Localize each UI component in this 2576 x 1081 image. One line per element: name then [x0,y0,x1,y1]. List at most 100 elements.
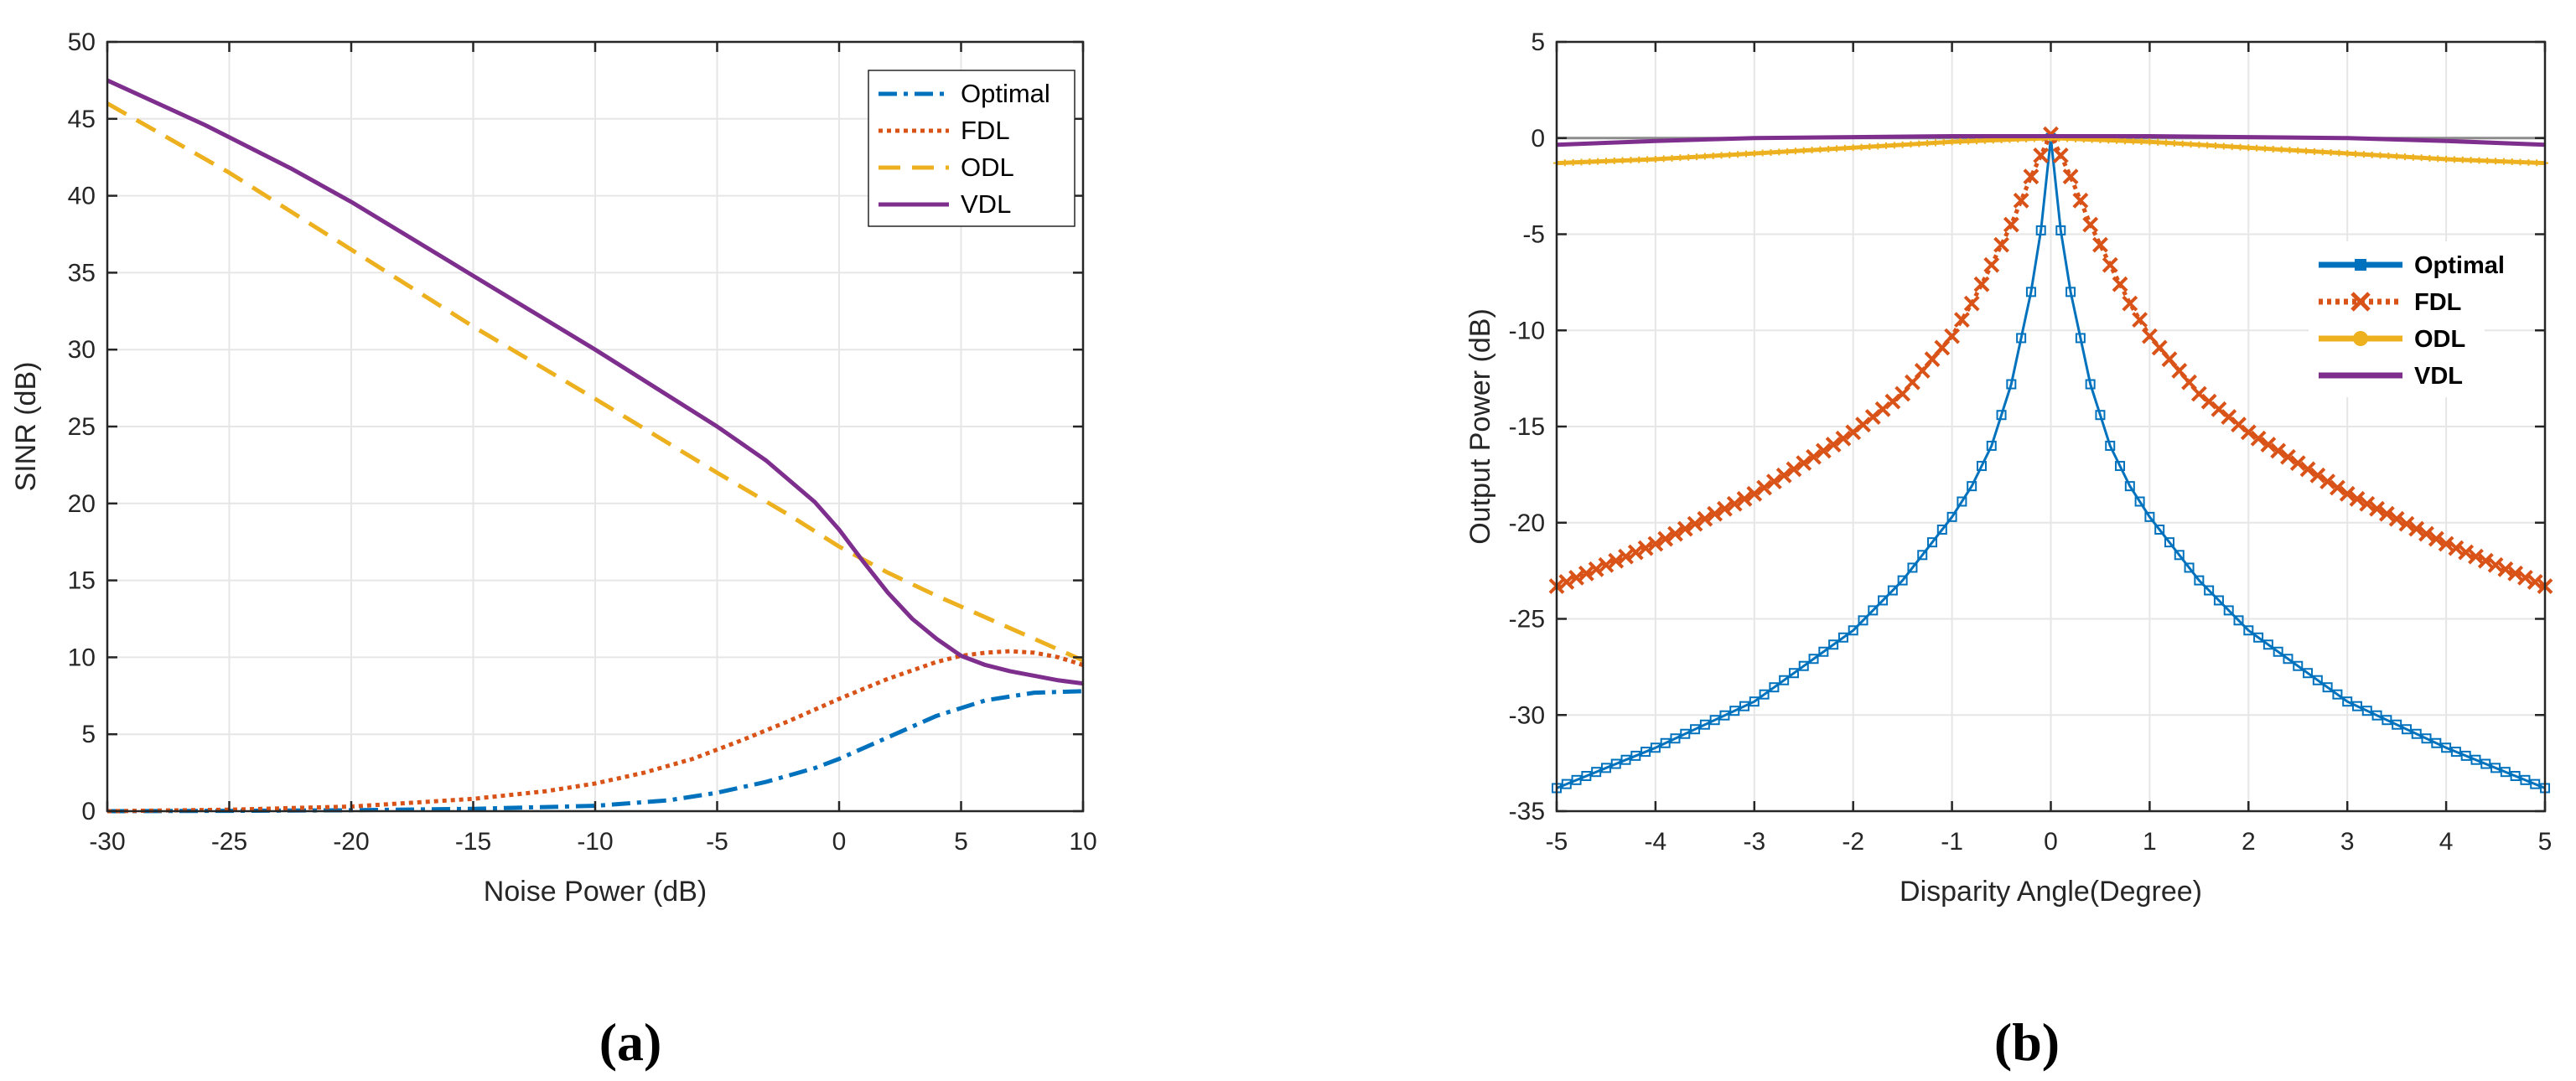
marker-x [1806,448,1822,465]
marker-x [2428,530,2444,547]
marker-square [2213,595,2224,606]
marker-x [2033,147,2050,163]
marker-square [1759,689,1770,700]
marker-x [2112,276,2128,292]
marker-square [2303,668,2314,679]
marker-plus [1693,153,1701,161]
marker-plus [1651,155,1659,163]
marker-square [2450,747,2461,758]
marker-x [1608,552,1625,569]
marker-x [2013,192,2029,209]
marker-square [2035,225,2046,235]
marker-square [1878,595,1889,606]
marker-x [2398,515,2415,532]
marker-x [1953,312,1970,328]
legend-label-optimal: Optimal [961,79,1050,108]
marker-square [2273,646,2283,657]
marker-x [2458,544,2475,561]
marker-x [2280,448,2296,465]
marker-x [2438,535,2454,552]
marker-square [2351,701,2362,711]
marker-x [1707,505,1723,522]
marker-x [2418,525,2434,542]
marker-plus [1907,141,1915,148]
marker-square [2490,763,2501,773]
x-tick-label: 5 [954,828,968,856]
series-markers-fdl [1548,126,2553,594]
marker-plus [1668,154,1676,162]
chart-b-panel-label: (b) [1994,1012,2060,1072]
marker-plus [1817,146,1824,153]
marker-x [2250,430,2267,447]
marker-plus [1701,153,1708,160]
marker-square [2243,625,2254,636]
marker-plus [2434,155,2442,163]
marker-plus [2327,148,2335,156]
marker-plus [1677,154,1684,162]
marker-plus [2533,159,2541,167]
marker-x [2378,505,2395,522]
marker-square [1680,728,1691,739]
marker-plus [1800,147,1807,154]
marker-square [1848,625,1858,636]
marker-x [1568,569,1584,586]
marker-plus [1957,137,1964,145]
marker-plus [2319,148,2326,156]
marker-square [2312,675,2323,685]
marker-x [1598,556,1615,573]
marker-x [2517,569,2533,586]
marker-square [2095,410,2106,421]
marker-plus [2170,140,2178,147]
series-line-odl [106,101,1085,663]
marker-square [1630,750,1641,761]
marker-square [2421,733,2432,744]
y-tick-label: -35 [1509,798,1545,825]
marker-plus [1784,147,1791,155]
marker-plus [1586,158,1594,166]
marker-x [1618,548,1634,565]
chart-b-series [1548,126,2553,794]
marker-plus [1750,150,1758,158]
marker-square [2134,496,2145,507]
y-tick-label: 5 [81,721,96,748]
marker-plus [1775,148,1783,156]
y-tick-label: -15 [1509,413,1545,441]
marker-square [2016,333,2027,344]
marker-x [2527,574,2543,590]
marker-plus [2443,155,2450,163]
marker-square [1690,724,1701,735]
marker-plus [2113,137,2121,144]
marker-plus [1874,142,1882,150]
series-line-vdl [1556,134,2546,147]
marker-square [1670,733,1681,744]
marker-plus [2163,139,2170,147]
marker-x [1657,530,1674,547]
y-tick-label: 40 [68,183,96,210]
marker-plus [2195,141,2203,148]
x-tick-label: 5 [2538,828,2553,856]
marker-x [1687,515,1703,532]
marker-x [2102,256,2118,273]
marker-square [1779,675,1790,685]
marker-plus [2269,145,2277,153]
marker-x [2339,485,2356,502]
marker-plus [2475,157,2483,164]
marker-plus [1644,156,1651,163]
x-tick-label: -5 [1546,828,1568,856]
marker-square [2342,696,2353,707]
marker-x [2240,424,2257,441]
x-tick-label: -10 [577,828,613,856]
marker-plus [1973,137,1981,145]
marker-square [2441,742,2452,753]
series-line-optimal [106,689,1084,814]
chart-a-series [106,78,1085,814]
marker-square [1818,646,1829,657]
marker-square [1957,496,1967,507]
marker-square [1798,660,1809,671]
marker-plus [1734,151,1742,158]
y-tick-label: 25 [68,413,96,441]
marker-square [2154,525,2165,535]
marker-x [1973,276,1990,292]
marker-plus [2418,154,2425,162]
